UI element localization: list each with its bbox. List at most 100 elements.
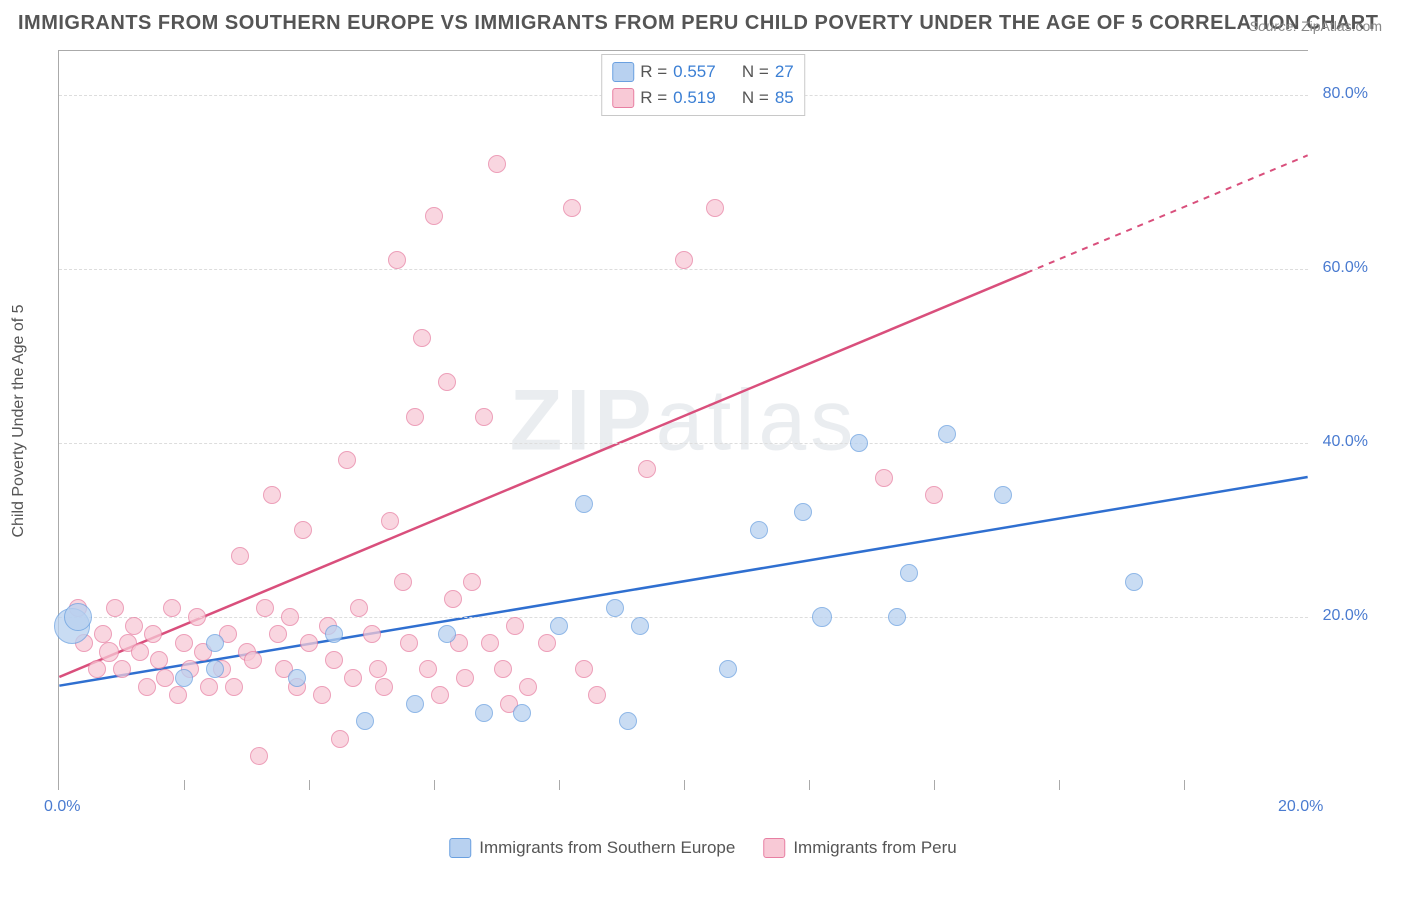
watermark: ZIPatlas (510, 371, 857, 470)
x-axis-tick (1184, 780, 1185, 790)
x-axis-tick (184, 780, 185, 790)
legend-n-value: 85 (775, 88, 794, 108)
scatter-point (513, 704, 531, 722)
x-axis-tick-left: 0.0% (44, 798, 80, 920)
scatter-point (719, 660, 737, 678)
scatter-point (638, 460, 656, 478)
scatter-point (344, 669, 362, 687)
scatter-point (925, 486, 943, 504)
gridline-h (59, 443, 1308, 444)
legend-swatch (612, 88, 634, 108)
scatter-point (794, 503, 812, 521)
scatter-point (675, 251, 693, 269)
legend-swatch (763, 838, 785, 858)
scatter-point (331, 730, 349, 748)
x-axis-tick (559, 780, 560, 790)
scatter-point (812, 607, 832, 627)
scatter-point (538, 634, 556, 652)
trend-lines-layer (59, 51, 1308, 790)
legend-n-label: N = (742, 88, 769, 108)
legend-r-label: R = (640, 88, 667, 108)
scatter-point (606, 599, 624, 617)
scatter-point (563, 199, 581, 217)
legend-series: Immigrants from Southern Europe Immigrant… (449, 838, 957, 858)
watermark-light: atlas (656, 372, 858, 468)
scatter-point (481, 634, 499, 652)
watermark-bold: ZIP (510, 372, 656, 468)
scatter-point (413, 329, 431, 347)
scatter-point (419, 660, 437, 678)
scatter-point (244, 651, 262, 669)
scatter-point (294, 521, 312, 539)
legend-r-value: 0.519 (673, 88, 716, 108)
scatter-point (494, 660, 512, 678)
scatter-point (750, 521, 768, 539)
x-axis-tick (309, 780, 310, 790)
scatter-point (619, 712, 637, 730)
scatter-point (438, 625, 456, 643)
scatter-plot-area: ZIPatlas Child Poverty Under the Age of … (58, 50, 1308, 790)
scatter-point (375, 678, 393, 696)
scatter-point (156, 669, 174, 687)
x-axis-tick-right: 20.0% (1278, 798, 1406, 920)
scatter-point (150, 651, 168, 669)
scatter-point (325, 651, 343, 669)
scatter-point (550, 617, 568, 635)
scatter-point (338, 451, 356, 469)
legend-series-label: Immigrants from Southern Europe (479, 838, 735, 858)
scatter-point (138, 678, 156, 696)
scatter-point (144, 625, 162, 643)
scatter-point (900, 564, 918, 582)
scatter-point (206, 634, 224, 652)
chart-title: IMMIGRANTS FROM SOUTHERN EUROPE VS IMMIG… (18, 12, 1378, 35)
legend-swatch (612, 62, 634, 82)
scatter-point (313, 686, 331, 704)
scatter-point (431, 686, 449, 704)
source-value: ZipAtlas.com (1301, 18, 1382, 34)
scatter-point (588, 686, 606, 704)
scatter-point (106, 599, 124, 617)
scatter-point (269, 625, 287, 643)
scatter-point (938, 425, 956, 443)
scatter-point (94, 625, 112, 643)
scatter-point (131, 643, 149, 661)
y-axis-label: Child Poverty Under the Age of 5 (10, 304, 28, 537)
scatter-point (169, 686, 187, 704)
scatter-point (225, 678, 243, 696)
scatter-point (381, 512, 399, 530)
scatter-point (575, 495, 593, 513)
legend-series-item: Immigrants from Southern Europe (449, 838, 735, 858)
scatter-point (475, 408, 493, 426)
y-axis-tick-label: 40.0% (1323, 433, 1368, 451)
scatter-point (706, 199, 724, 217)
scatter-point (388, 251, 406, 269)
x-axis-tick (934, 780, 935, 790)
scatter-point (263, 486, 281, 504)
trend-line-dashed (1027, 155, 1308, 272)
x-axis-tick (809, 780, 810, 790)
scatter-point (456, 669, 474, 687)
x-axis-tick (1059, 780, 1060, 790)
scatter-point (406, 695, 424, 713)
scatter-point (256, 599, 274, 617)
scatter-point (463, 573, 481, 591)
scatter-point (250, 747, 268, 765)
scatter-point (888, 608, 906, 626)
scatter-point (200, 678, 218, 696)
scatter-point (394, 573, 412, 591)
scatter-point (1125, 573, 1143, 591)
legend-n-label: N = (742, 62, 769, 82)
x-axis-tick (434, 780, 435, 790)
legend-row: R = 0.557 N = 27 (612, 59, 794, 85)
scatter-point (519, 678, 537, 696)
scatter-point (475, 704, 493, 722)
legend-correlation-box: R = 0.557 N = 27 R = 0.519 N = 85 (601, 54, 805, 116)
scatter-point (99, 642, 119, 662)
y-axis-tick-label: 60.0% (1323, 259, 1368, 277)
scatter-point (300, 634, 318, 652)
scatter-point (575, 660, 593, 678)
scatter-point (113, 660, 131, 678)
legend-n-value: 27 (775, 62, 794, 82)
scatter-point (281, 608, 299, 626)
legend-series-label: Immigrants from Peru (793, 838, 956, 858)
